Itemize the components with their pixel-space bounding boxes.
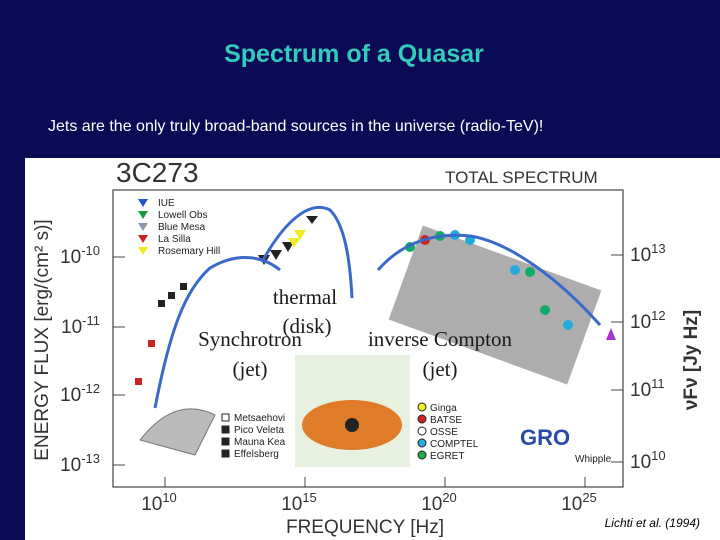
- source-name: 3C273: [116, 157, 199, 188]
- tick-label: 1012: [630, 308, 666, 333]
- legend-marker: [417, 414, 427, 424]
- slide-subtitle: Jets are the only truly broad-band sourc…: [48, 118, 543, 135]
- legend-label: Blue Mesa: [158, 222, 206, 233]
- legend-label: Effelsberg: [234, 449, 279, 460]
- legend-marker: [417, 426, 427, 436]
- legend-marker: [417, 438, 427, 448]
- figure: 3C273 TOTAL SPECTRUM ENERGY FLUX [erg/(c…: [25, 157, 720, 540]
- legend-marker: [221, 437, 230, 446]
- legend-label: OSSE: [430, 427, 458, 438]
- legend-label: Ginga: [430, 403, 457, 414]
- tick-label: 1010: [141, 490, 177, 515]
- tick-label: 1025: [561, 490, 597, 515]
- legend-label: La Silla: [158, 234, 191, 245]
- legend-label: BATSE: [430, 415, 462, 426]
- satellite-illustration: [388, 225, 602, 385]
- legend-label: Pico Veleta: [234, 425, 284, 436]
- tick-label: 1010: [630, 448, 666, 473]
- dish-illustration: [139, 408, 216, 456]
- legend-marker: [417, 450, 427, 460]
- legend-label: Rosemary Hill: [158, 246, 220, 257]
- tick-label: 1015: [281, 490, 317, 515]
- tick-label: 1020: [421, 490, 457, 515]
- annotation: inverse Compton: [368, 327, 513, 351]
- x-axis-title: FREQUENCY [Hz]: [286, 517, 444, 538]
- annotation: (jet): [233, 357, 268, 381]
- tick-label: 10-10: [60, 243, 100, 268]
- tick-label: 10-11: [61, 313, 100, 338]
- legend-marker: [138, 235, 148, 243]
- thermal-curve: [260, 205, 354, 299]
- legend-label: Lowell Obs: [158, 210, 207, 221]
- y2-axis-title: νFν [Jy Hz]: [681, 310, 702, 410]
- citation: Lichti et al. (1994): [605, 516, 700, 530]
- legend-marker: [417, 402, 427, 412]
- legend-marker: [221, 449, 230, 458]
- panel-label: TOTAL SPECTRUM: [445, 168, 598, 187]
- legend-label: COMPTEL: [430, 439, 479, 450]
- legend-marker: [221, 413, 230, 422]
- whipple-label: Whipple: [575, 454, 612, 465]
- tick-label: 10-12: [60, 381, 100, 406]
- annotation: (jet): [423, 357, 458, 381]
- slide-title: Spectrum of a Quasar: [224, 40, 484, 68]
- core: [345, 418, 359, 432]
- legend-label: EGRET: [430, 451, 464, 462]
- legend-marker: [221, 425, 230, 434]
- synchrotron-curve: [153, 255, 281, 409]
- figure-background: [25, 158, 720, 540]
- legend-marker: [138, 211, 148, 219]
- y-axis-title: ENERGY FLUX [erg/(cm² s)]: [32, 219, 53, 460]
- legend-label: Metsaehovi: [234, 413, 285, 424]
- annotation: (disk): [283, 314, 332, 338]
- annotation: thermal: [273, 285, 337, 309]
- legend-label: Mauna Kea: [234, 437, 286, 448]
- observatory-label: GRO: [520, 425, 570, 450]
- plot-frame: [112, 189, 624, 488]
- legend-marker: [138, 199, 148, 207]
- legend-label: IUE: [158, 198, 175, 209]
- legend-marker: [138, 247, 148, 255]
- compton-curve: [376, 233, 602, 326]
- legend-marker: [138, 223, 148, 231]
- annotation: Synchrotron: [198, 327, 302, 351]
- tick-label: 10-13: [60, 451, 100, 476]
- tick-label: 1011: [630, 376, 665, 401]
- tick-label: 1013: [630, 241, 666, 266]
